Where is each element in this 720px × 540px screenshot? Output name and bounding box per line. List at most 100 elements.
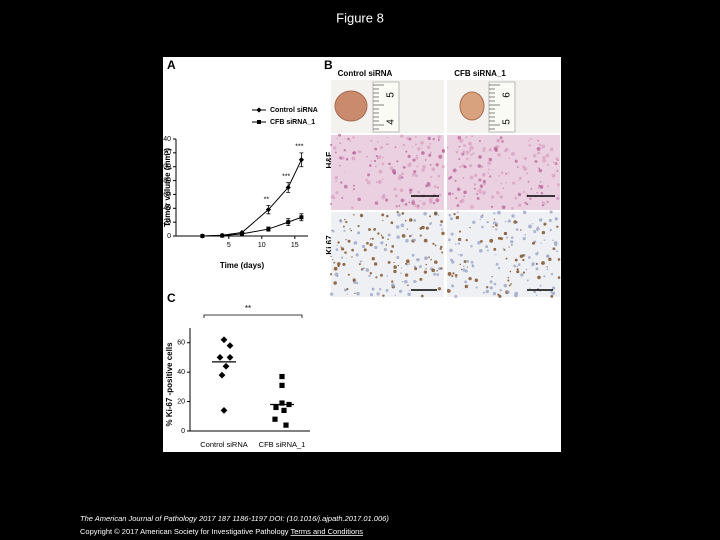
texture [456,204,460,207]
texture [554,243,558,247]
texture [424,159,427,161]
texture [528,144,532,147]
texture [486,286,489,289]
texture [548,218,552,223]
texture [375,155,378,158]
texture [507,219,511,223]
texture [539,181,542,183]
texture [530,188,533,190]
row-label: Ki 67 [325,235,334,255]
texture [465,157,469,161]
texture [376,292,380,296]
texture [520,229,522,231]
y-axis-label: Tumor volume (mm³) [163,148,172,227]
copyright: Copyright © 2017 American Society for In… [80,527,363,536]
texture [465,238,468,242]
texture [347,273,350,276]
texture [429,163,432,166]
texture [386,136,389,139]
texture [451,284,455,288]
texture [436,273,440,276]
texture [373,228,376,231]
texture [349,139,352,142]
texture [365,178,369,182]
texture [493,212,496,215]
texture [414,174,418,178]
texture [496,190,500,195]
texture [519,176,523,180]
y-tick-label: 0 [167,233,171,240]
texture [441,148,445,152]
texture [381,162,385,166]
texture [450,232,454,236]
texture [461,152,465,156]
texture [416,205,420,209]
texture [492,225,494,228]
texture [409,191,412,194]
texture [386,275,389,277]
texture [495,254,497,256]
texture [552,161,555,163]
texture [525,172,528,175]
texture [449,248,453,253]
texture [482,190,486,195]
texture [456,187,461,191]
texture [408,289,410,292]
texture [529,287,531,290]
marker [299,215,304,220]
texture [345,157,349,161]
texture [380,234,383,237]
texture [354,292,356,295]
texture [469,226,471,229]
texture [349,228,352,230]
texture [411,253,415,257]
texture [404,203,408,206]
texture [421,225,425,230]
texture [347,239,351,243]
marker [200,234,205,238]
legend-label: Control siRNA [270,107,318,114]
texture [510,243,513,247]
texture [450,258,454,262]
texture [366,241,369,245]
texture [493,247,497,251]
texture [437,287,442,291]
texture [472,220,476,224]
y-tick-label: 60 [163,191,171,198]
x-tick-label: 5 [227,242,231,249]
texture [419,234,422,237]
texture [517,179,520,182]
y-tick-label: 60 [177,340,185,347]
texture [420,200,422,202]
texture [423,270,428,274]
texture [377,179,382,184]
texture [329,273,333,276]
texture [543,239,546,241]
texture [468,276,472,281]
texture [503,231,508,236]
texture [495,180,497,182]
texture [536,227,540,231]
texture [441,165,445,169]
texture [332,258,334,261]
texture [454,295,458,299]
texture [497,266,501,270]
texture [420,151,425,155]
marker [226,354,234,361]
texture [336,137,338,140]
texture [557,258,561,261]
texture [401,172,404,176]
texture [489,286,493,290]
texture [535,262,538,265]
texture [366,180,371,185]
texture [411,175,414,177]
marker [272,416,278,422]
texture [373,262,378,266]
texture [387,238,389,240]
terms-link[interactable]: Terms and Conditions [291,527,364,536]
texture [527,139,530,142]
texture [471,135,473,137]
texture [516,166,519,168]
texture [343,288,347,292]
texture [537,167,539,169]
